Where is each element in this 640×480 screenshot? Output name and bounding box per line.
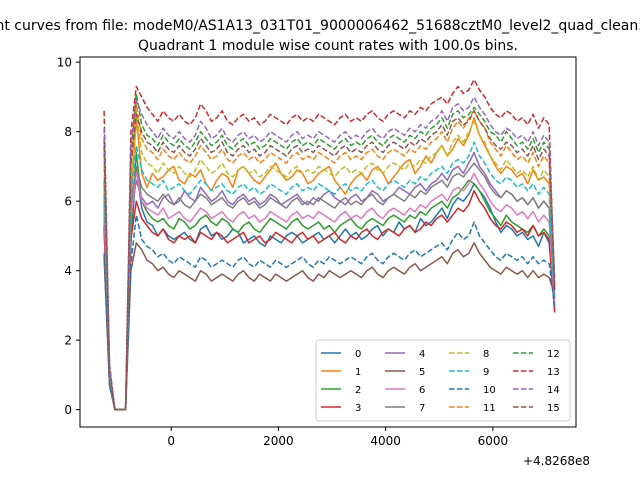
series-line-7 [103, 162, 556, 411]
series-layer [103, 78, 556, 411]
legend-label-9: 9 [483, 367, 489, 378]
figure-suptitle: Light curves from file: modeM0/AS1A13_03… [0, 18, 640, 34]
axes-frame [79, 56, 577, 428]
y-tick-label: 0 [64, 403, 72, 417]
y-axis: 0 2 4 6 8 10 [57, 56, 80, 417]
y-tick-label: 10 [57, 56, 72, 70]
y-tick-label: 8 [64, 125, 72, 139]
legend-label-13: 13 [547, 367, 560, 378]
series-line-6 [103, 169, 556, 411]
legend-label-14: 14 [547, 385, 560, 396]
series-line-9 [103, 141, 556, 411]
y-tick-label: 6 [64, 195, 72, 209]
series-line-8 [103, 110, 556, 411]
legend-label-7: 7 [419, 403, 425, 414]
legend-label-11: 11 [483, 403, 496, 414]
legend-label-0: 0 [355, 349, 361, 360]
legend-label-10: 10 [483, 385, 496, 396]
series-line-2 [103, 151, 556, 411]
series-line-5 [103, 242, 556, 411]
x-tick-label: 4000 [370, 434, 401, 448]
legend-label-1: 1 [355, 367, 361, 378]
series-line-15 [103, 110, 556, 411]
x-offset-label: +4.8268e8 [523, 454, 590, 468]
chart-title: Quadrant 1 module wise count rates with … [138, 38, 518, 54]
legend-label-4: 4 [419, 349, 425, 360]
legend-label-2: 2 [355, 385, 361, 396]
series-line-13 [103, 78, 556, 411]
series-line-11 [103, 103, 556, 411]
series-line-14 [103, 96, 556, 411]
legend-box [315, 339, 571, 422]
x-tick-label: 6000 [478, 434, 509, 448]
legend-label-5: 5 [419, 367, 425, 378]
series-line-12 [103, 92, 556, 411]
legend-label-8: 8 [483, 349, 489, 360]
legend-label-15: 15 [547, 403, 560, 414]
x-tick-label: 0 [167, 434, 175, 448]
x-axis: 0 2000 4000 6000 [167, 427, 508, 448]
series-line-10 [103, 214, 556, 411]
series-line-3 [103, 190, 556, 411]
legend-label-3: 3 [355, 403, 361, 414]
x-tick-label: 2000 [263, 434, 294, 448]
legend-label-12: 12 [547, 349, 560, 360]
y-tick-label: 2 [64, 334, 72, 348]
legend-label-6: 6 [419, 385, 425, 396]
y-tick-label: 4 [64, 264, 72, 278]
